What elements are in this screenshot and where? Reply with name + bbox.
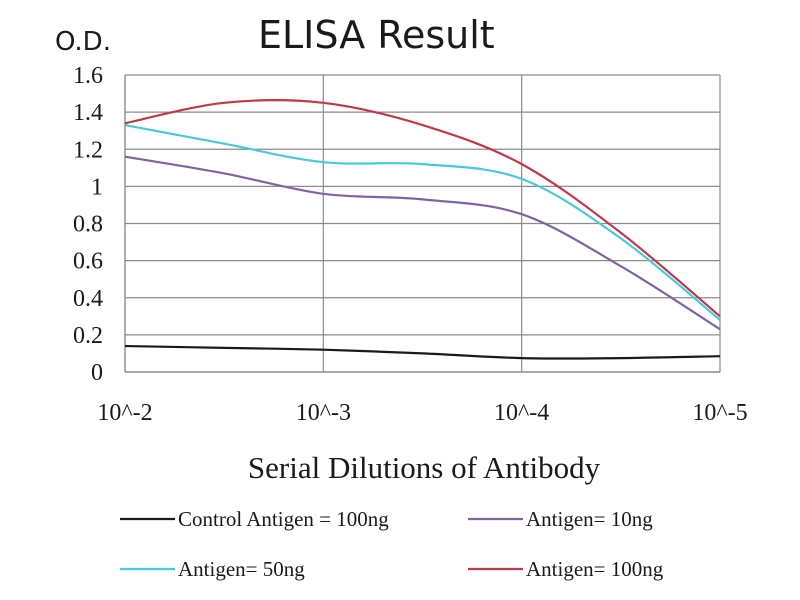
x-tick-label: 10^-5: [692, 400, 747, 426]
y-tick-label: 0: [91, 360, 103, 386]
legend-label: Antigen= 50ng: [178, 557, 305, 581]
series-line: [124, 99, 721, 318]
legend: Control Antigen = 100ng Antigen= 10ng Anti…: [120, 507, 664, 581]
legend-label: Antigen= 100ng: [526, 557, 664, 581]
x-tick-label: 10^-4: [494, 400, 549, 426]
y-tick-label: 0.8: [73, 212, 103, 238]
series-line: [124, 344, 721, 360]
y-tick-label: 1.6: [73, 63, 103, 89]
legend-label: Control Antigen = 100ng: [178, 507, 389, 531]
y-tick-label: 1.4: [73, 100, 103, 126]
y-tick-label: 1: [91, 174, 103, 200]
y-tick-label: 0.6: [73, 249, 103, 275]
y-tick-label: 1.2: [73, 137, 103, 163]
y-axis-label: O.D.: [55, 27, 111, 57]
series-line: [124, 155, 721, 331]
y-tick-labels: 0 0.2 0.4 0.6 0.8 1 1.2 1.4 1.6: [73, 63, 103, 386]
chart-title: ELISA Result: [258, 13, 495, 57]
x-tick-label: 10^-3: [296, 400, 351, 426]
series-layer: [124, 99, 721, 360]
y-tick-label: 0.4: [73, 286, 103, 312]
grid-layer: [124, 74, 721, 373]
x-axis-label: Serial Dilutions of Antibody: [248, 450, 601, 485]
series-line: [124, 124, 721, 321]
x-tick-label: 10^-2: [97, 400, 152, 426]
y-tick-label: 0.2: [73, 323, 103, 349]
x-tick-labels: 10^-2 10^-3 10^-4 10^-5: [97, 400, 747, 426]
legend-label: Antigen= 10ng: [526, 507, 653, 531]
